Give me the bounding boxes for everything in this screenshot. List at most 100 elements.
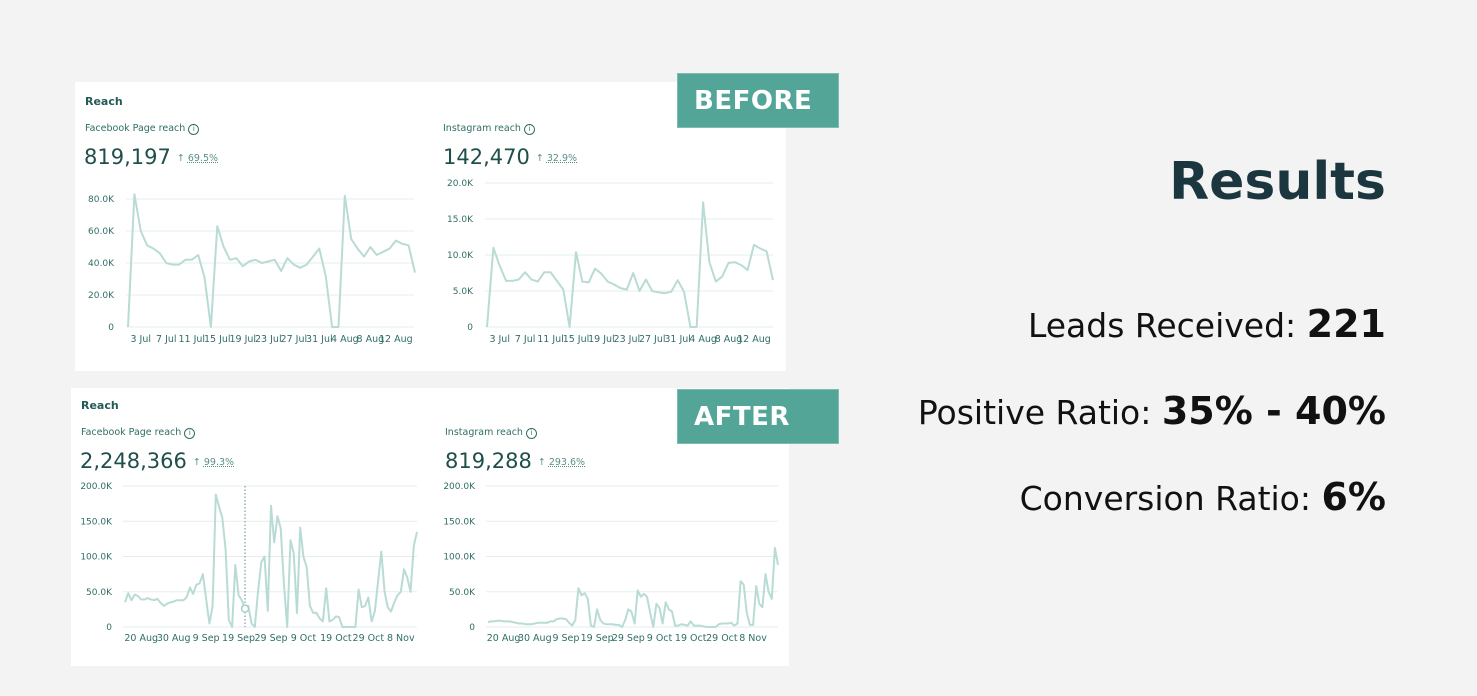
stat-label: Conversion Ratio: [1019, 479, 1322, 518]
info-circle-icon[interactable]: i [184, 428, 196, 439]
y-tick-label: 0 [106, 623, 112, 633]
x-tick-label: 11 Jul [178, 334, 205, 345]
x-tick-label: 31 Jul [664, 334, 691, 345]
x-tick-label: 15 Jul [563, 334, 590, 345]
arrow-up-icon: ↑ [176, 153, 185, 164]
x-tick-label: 29 Sep [254, 633, 287, 644]
x-tick-label: 4 Aug [689, 334, 717, 345]
stat-value: 35% - 40% [1161, 389, 1386, 433]
change-indicator: ↑ 99.3% [193, 457, 234, 468]
label-text: Instagram reach [443, 123, 521, 134]
after-reach-title: Reach [81, 399, 119, 412]
y-tick-label: 100.0K [80, 553, 113, 563]
info-circle-icon[interactable]: i [188, 124, 200, 135]
reach-series-line [127, 193, 416, 328]
y-tick-label: 200.0K [80, 482, 113, 492]
x-tick-label: 3 Jul [130, 334, 151, 345]
y-tick-label: 50.0K [449, 588, 476, 598]
change-percent[interactable]: 99.3% [203, 457, 235, 468]
after-badge: AFTER [677, 389, 839, 444]
x-tick-label: 12 Aug [379, 334, 413, 345]
stat-label: Leads Received: [1027, 306, 1307, 345]
stat-leads-received: Leads Received: 221 [1028, 302, 1386, 346]
y-tick-label: 40.0K [88, 259, 115, 269]
x-tick-label: 30 Aug [518, 633, 552, 644]
x-tick-label: 30 Aug [157, 633, 191, 644]
label-text: Facebook Page reach [85, 123, 186, 134]
x-tick-label: 3 Jul [489, 334, 510, 345]
x-tick-label: 23 Jul [614, 334, 641, 345]
y-tick-label: 200.0K [443, 482, 476, 492]
x-tick-label: 29 Oct [353, 633, 385, 644]
after-instagram-value: 819,288 ↑ 293.6% [445, 449, 585, 473]
hover-point-marker [240, 604, 250, 613]
x-tick-label: 27 Jul [639, 334, 666, 345]
x-tick-label: 9 Sep [552, 633, 579, 644]
stat-positive-ratio: Positive Ratio: 35% - 40% [918, 389, 1386, 433]
before-reach-title: Reach [85, 95, 123, 108]
before-instagram-value: 142,470 ↑ 32.9% [443, 145, 577, 169]
x-tick-label: 20 Aug [124, 633, 158, 644]
x-tick-label: 19 Sep [581, 633, 614, 644]
info-circle-icon[interactable]: i [523, 124, 535, 135]
x-tick-label: 19 Oct [675, 633, 707, 644]
x-tick-label: 7 Jul [515, 334, 536, 345]
before-badge: BEFORE [677, 73, 839, 128]
change-indicator: ↑ 293.6% [538, 457, 585, 468]
label-text: Instagram reach [445, 427, 523, 438]
x-tick-label: 8 Nov [387, 633, 415, 644]
after-instagram-label: Instagram reach i [445, 427, 537, 439]
x-tick-label: 29 Oct [706, 633, 738, 644]
change-percent[interactable]: 293.6% [548, 457, 586, 468]
y-tick-label: 100.0K [443, 553, 476, 563]
y-tick-label: 0 [469, 623, 475, 633]
stat-value: 6% [1321, 475, 1386, 519]
x-tick-label: 9 Oct [647, 633, 673, 644]
y-tick-label: 0 [108, 323, 114, 333]
value-text: 819,288 [445, 449, 532, 473]
value-text: 2,248,366 [80, 449, 187, 473]
arrow-up-icon: ↑ [192, 457, 201, 468]
x-tick-label: 19 Jul [588, 334, 615, 345]
change-indicator: ↑ 69.5% [177, 153, 218, 164]
x-tick-label: 29 Sep [612, 633, 645, 644]
x-tick-label: 31 Jul [306, 334, 333, 345]
y-tick-label: 150.0K [443, 517, 476, 527]
stat-value: 221 [1306, 302, 1386, 346]
arrow-up-icon: ↑ [535, 153, 544, 164]
results-title: Results [1169, 152, 1386, 212]
y-tick-label: 150.0K [80, 517, 113, 527]
x-tick-label: 8 Nov [739, 633, 767, 644]
info-circle-icon[interactable]: i [525, 428, 537, 439]
reach-series-line [486, 201, 774, 328]
x-tick-label: 11 Jul [537, 334, 564, 345]
x-tick-label: 8 Aug [715, 334, 743, 345]
x-tick-label: 9 Oct [291, 633, 317, 644]
x-tick-label: 20 Aug [487, 633, 521, 644]
y-tick-label: 10.0K [447, 251, 474, 261]
x-tick-label: 27 Jul [281, 334, 308, 345]
x-tick-label: 8 Aug [357, 334, 385, 345]
after-facebook-label: Facebook Page reach i [81, 427, 196, 439]
x-tick-label: 23 Jul [255, 334, 282, 345]
change-percent[interactable]: 69.5% [187, 153, 219, 164]
before-facebook-value: 819,197 ↑ 69.5% [84, 145, 218, 169]
before-instagram-label: Instagram reach i [443, 123, 535, 135]
arrow-up-icon: ↑ [537, 457, 546, 468]
stat-conversion-ratio: Conversion Ratio: 6% [1020, 475, 1386, 519]
x-tick-label: 4 Aug [331, 334, 359, 345]
change-percent[interactable]: 32.9% [546, 153, 578, 164]
x-tick-label: 19 Sep [222, 633, 255, 644]
y-tick-label: 0 [467, 323, 473, 333]
y-tick-label: 15.0K [447, 215, 474, 225]
x-tick-label: 19 Oct [320, 633, 352, 644]
after-facebook-value: 2,248,366 ↑ 99.3% [80, 449, 234, 473]
x-tick-label: 12 Aug [737, 334, 771, 345]
x-tick-label: 9 Sep [193, 633, 220, 644]
value-text: 142,470 [443, 145, 530, 169]
y-tick-label: 50.0K [86, 588, 113, 598]
change-indicator: ↑ 32.9% [536, 153, 577, 164]
x-tick-label: 15 Jul [204, 334, 231, 345]
value-text: 819,197 [84, 145, 171, 169]
